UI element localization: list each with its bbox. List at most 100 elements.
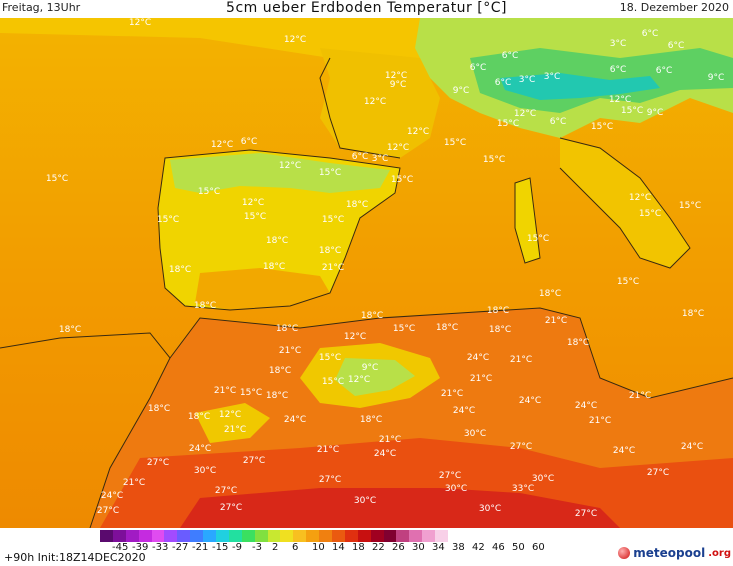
temperature-label: 12°C bbox=[514, 109, 536, 119]
temperature-label: 33°C bbox=[512, 484, 534, 494]
temperature-label: 21°C bbox=[123, 478, 145, 488]
temperature-label: 27°C bbox=[575, 509, 597, 519]
color-scale-segment bbox=[138, 530, 152, 542]
forecast-date: 18. Dezember 2020 bbox=[619, 1, 729, 14]
temperature-map: 12°C12°C6°C3°C6°C6°C6°C 6°C 6°C9°C12°C9°C9… bbox=[0, 18, 733, 528]
temperature-label: 12°C bbox=[242, 198, 264, 208]
atlas-cooler bbox=[335, 358, 415, 396]
color-scale-segment bbox=[254, 530, 268, 542]
temperature-label: 9°C bbox=[362, 363, 379, 373]
temperature-label: 24°C bbox=[374, 449, 396, 459]
temperature-label: 27°C bbox=[319, 475, 341, 485]
color-scale-tick: -3 bbox=[252, 542, 262, 553]
temperature-label: 15°C bbox=[639, 209, 661, 219]
temperature-label: 18°C bbox=[489, 325, 511, 335]
temperature-label: 15°C bbox=[319, 353, 341, 363]
color-scale-tick: 60 bbox=[532, 542, 545, 553]
temperature-label: 12°C bbox=[279, 161, 301, 171]
map-header: Freitag, 13Uhr 5cm ueber Erdboden Temper… bbox=[0, 0, 733, 18]
temperature-label: 30°C bbox=[479, 504, 501, 514]
temperature-label: 18°C bbox=[682, 309, 704, 319]
temperature-label: 15°C bbox=[157, 215, 179, 225]
temperature-label: 24°C bbox=[519, 396, 541, 406]
temperature-label: 12°C bbox=[387, 143, 409, 153]
meteopool-logo[interactable]: meteopool .org bbox=[618, 546, 731, 560]
temperature-label: 21°C bbox=[629, 391, 651, 401]
color-scale-tick: -9 bbox=[232, 542, 242, 553]
color-scale-segment bbox=[100, 530, 113, 542]
temperature-label: 18°C bbox=[567, 338, 589, 348]
temperature-label: 24°C bbox=[613, 446, 635, 456]
temperature-label: 15°C bbox=[198, 187, 220, 197]
alps-coldest-zone bbox=[500, 73, 660, 100]
temperature-label: 21°C bbox=[470, 374, 492, 384]
color-scale-tick: -27 bbox=[172, 542, 189, 553]
color-scale-segment bbox=[177, 530, 191, 542]
temperature-label: 27°C bbox=[439, 471, 461, 481]
temperature-label: 6°C bbox=[610, 65, 627, 75]
temperature-label: 15°C bbox=[621, 106, 643, 116]
temperature-label: 6°C bbox=[470, 63, 487, 73]
italy-landmass bbox=[560, 138, 690, 268]
temperature-label: 27°C bbox=[647, 468, 669, 478]
temperature-label: 3°C bbox=[544, 72, 561, 82]
temperature-label: 3°C bbox=[610, 39, 627, 49]
temperature-label: 21°C bbox=[322, 263, 344, 273]
morocco-atlas bbox=[195, 403, 270, 443]
color-scale-segment bbox=[164, 530, 178, 542]
temperature-label: 27°C bbox=[220, 503, 242, 513]
temperature-label: 30°C bbox=[532, 474, 554, 484]
logo-suffix: .org bbox=[708, 547, 731, 559]
temperature-label: 18°C bbox=[360, 415, 382, 425]
color-scale-bar bbox=[100, 530, 449, 542]
color-scale-segment bbox=[190, 530, 204, 542]
temperature-label: 18°C bbox=[148, 404, 170, 414]
temperature-label: 12°C bbox=[344, 332, 366, 342]
temperature-label: 18°C bbox=[266, 391, 288, 401]
temperature-label: 9°C bbox=[708, 73, 725, 83]
temperature-label: 27°C bbox=[215, 486, 237, 496]
color-scale-segment bbox=[396, 530, 410, 542]
temperature-label: 12°C bbox=[211, 140, 233, 150]
color-scale-segment bbox=[409, 530, 423, 542]
france-south bbox=[320, 48, 440, 158]
temperature-label: 9°C bbox=[390, 80, 407, 90]
temperature-label: 12°C bbox=[629, 193, 651, 203]
temperature-label: 15°C bbox=[322, 377, 344, 387]
color-scale-tick: 42 bbox=[472, 542, 485, 553]
temperature-label: 18°C bbox=[263, 262, 285, 272]
color-scale-segment bbox=[383, 530, 397, 542]
temperature-label: 21°C bbox=[441, 389, 463, 399]
color-scale-segment bbox=[435, 530, 449, 542]
temperature-label: 15°C bbox=[617, 277, 639, 287]
temperature-label: 18°C bbox=[169, 265, 191, 275]
temperature-label: 24°C bbox=[284, 415, 306, 425]
temperature-label: 18°C bbox=[194, 301, 216, 311]
color-scale-tick: -21 bbox=[192, 542, 209, 553]
color-scale-segment bbox=[125, 530, 139, 542]
color-scale-tick: 6 bbox=[292, 542, 299, 553]
temperature-label: 15°C bbox=[46, 174, 68, 184]
color-scale-tick: 50 bbox=[512, 542, 525, 553]
temperature-label: 15°C bbox=[244, 212, 266, 222]
color-scale-segment bbox=[280, 530, 294, 542]
temperature-label: 12°C bbox=[284, 35, 306, 45]
map-footer: -45 -39 -33 -27 -21 -15 -9 -3 2 6 10 14 18 22 26 30 34 38… bbox=[0, 528, 733, 566]
color-scale-segment bbox=[319, 530, 333, 542]
temperature-label: 24°C bbox=[681, 442, 703, 452]
color-scale-tick: 22 bbox=[372, 542, 385, 553]
temperature-label: 21°C bbox=[545, 316, 567, 326]
color-scale-segment bbox=[151, 530, 165, 542]
temperature-label: 18°C bbox=[59, 325, 81, 335]
temperature-label: 24°C bbox=[467, 353, 489, 363]
color-scale-segment bbox=[216, 530, 229, 542]
color-scale-segment bbox=[112, 530, 126, 542]
color-scale-segment bbox=[357, 530, 371, 542]
temperature-label: 18°C bbox=[436, 323, 458, 333]
temperature-label: 12°C bbox=[364, 97, 386, 107]
color-scale-segment bbox=[228, 530, 242, 542]
sahara-hottest bbox=[180, 488, 620, 528]
temperature-label: 18°C bbox=[188, 412, 210, 422]
temperature-label: 27°C bbox=[97, 506, 119, 516]
temperature-label: 18°C bbox=[487, 306, 509, 316]
